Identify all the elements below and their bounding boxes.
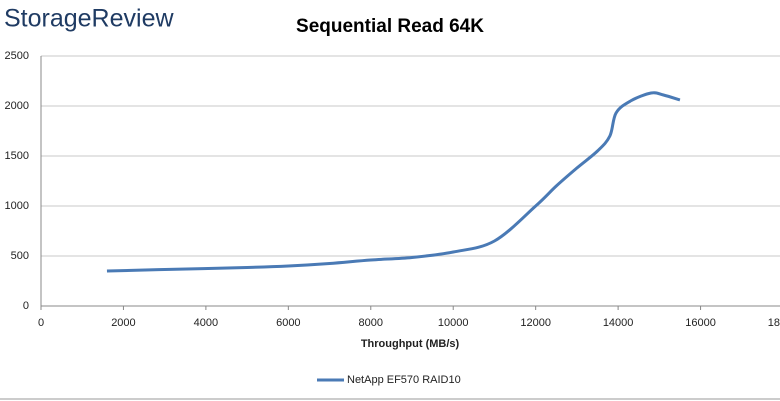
x-tick-label: 0 (38, 317, 44, 329)
x-tick-label: 16000 (685, 317, 716, 329)
x-axis-label: Throughput (MB/s) (361, 338, 460, 350)
x-tick-label: 6000 (276, 317, 300, 329)
x-tick-label: 10000 (438, 317, 469, 329)
y-tick-label: 2000 (5, 100, 29, 112)
x-tick-label: 12000 (520, 317, 551, 329)
x-tick-label: 8000 (359, 317, 383, 329)
y-tick-label: 2500 (5, 50, 29, 62)
y-tick-label: 500 (11, 250, 29, 262)
y-tick-label: 0 (23, 300, 29, 312)
chart-title: Sequential Read 64K (296, 16, 484, 37)
x-tick-label: 14000 (603, 317, 634, 329)
legend-label: NetApp EF570 RAID10 (347, 374, 461, 386)
x-tick-label: 18000 (768, 317, 780, 329)
x-tick-label: 4000 (194, 317, 218, 329)
logo: StorageReview (4, 5, 174, 33)
y-tick-label: 1500 (5, 150, 29, 162)
y-tick-label: 1000 (5, 200, 29, 212)
series-line (106, 91, 681, 273)
x-tick-label: 2000 (111, 317, 135, 329)
